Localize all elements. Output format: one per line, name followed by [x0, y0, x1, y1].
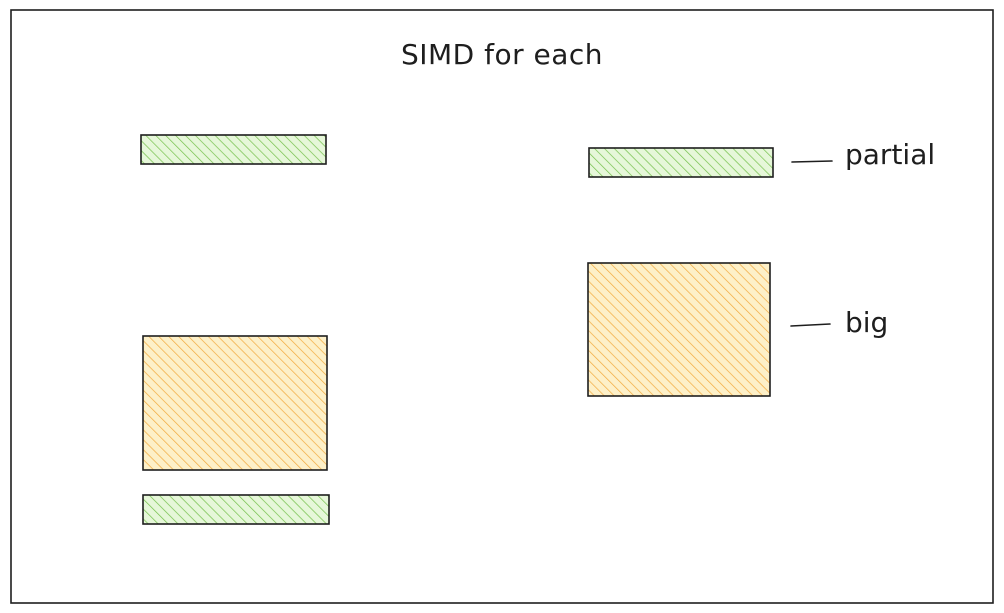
- right-big-block: [587, 262, 771, 397]
- left-partial-block-top: [140, 134, 327, 165]
- outer-frame: [10, 9, 994, 604]
- partial-connector-line: [791, 160, 833, 163]
- left-partial-block-bottom: [142, 494, 330, 525]
- partial-label: partial: [845, 138, 936, 171]
- left-big-block: [142, 335, 328, 471]
- diagram-title: SIMD for each: [400, 38, 604, 71]
- right-partial-block: [588, 147, 774, 178]
- big-connector-line: [790, 323, 831, 327]
- big-label: big: [845, 306, 889, 339]
